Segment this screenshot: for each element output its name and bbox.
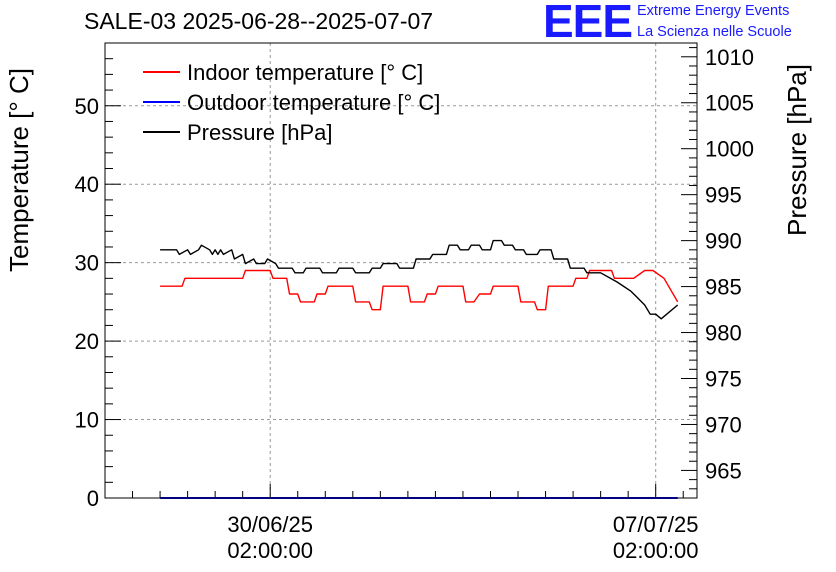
- legend-label-indoor: Indoor temperature [° C]: [187, 60, 423, 85]
- legend: Indoor temperature [° C] Outdoor tempera…: [143, 60, 440, 145]
- series-indoor-temperature: [160, 269, 679, 311]
- legend-label-outdoor: Outdoor temperature [° C]: [187, 90, 440, 115]
- axes: 0 10 20 30 40 50 965 970 975 980 985 990 995 1000 1005…: [75, 45, 754, 563]
- left-tick-label: 10: [75, 408, 99, 433]
- series-pressure: [160, 239, 679, 320]
- right-tick-label: 970: [705, 412, 742, 437]
- right-tick-label: 965: [705, 458, 742, 483]
- left-tick-label: 0: [87, 486, 99, 511]
- right-tick-label: 1010: [705, 45, 754, 70]
- y-axis-right-label: Pressure [hPa]: [782, 64, 812, 236]
- eee-logo: EEE: [543, 0, 633, 47]
- logo-subtitle-line1: Extreme Energy Events: [637, 3, 790, 19]
- right-tick-label: 990: [705, 229, 742, 254]
- chart-title: SALE-03 2025-06-28--2025-07-07: [84, 8, 434, 34]
- plot-frame: [104, 42, 698, 499]
- right-tick-label: 985: [705, 275, 742, 300]
- left-tick-label: 20: [75, 329, 99, 354]
- left-tick-label: 30: [75, 251, 99, 276]
- grid-lines: [105, 43, 697, 498]
- right-tick-label: 1000: [705, 137, 754, 162]
- x-tick-time-label: 02:00:00: [613, 538, 699, 563]
- right-tick-label: 995: [705, 183, 742, 208]
- logo-subtitle-line2: La Scienza nelle Scuole: [637, 24, 792, 40]
- legend-label-pressure: Pressure [hPa]: [187, 120, 333, 145]
- left-tick-label: 40: [75, 172, 99, 197]
- x-tick-date-label: 30/06/25: [227, 512, 313, 537]
- left-tick-label: 50: [75, 94, 99, 119]
- y-axis-left-label: Temperature [° C]: [4, 68, 34, 272]
- series-lines: [160, 239, 679, 499]
- x-tick-date-label: 07/07/25: [613, 512, 699, 537]
- right-tick-label: 1005: [705, 91, 754, 116]
- right-tick-label: 975: [705, 367, 742, 392]
- x-tick-time-label: 02:00:00: [227, 538, 313, 563]
- right-tick-label: 980: [705, 321, 742, 346]
